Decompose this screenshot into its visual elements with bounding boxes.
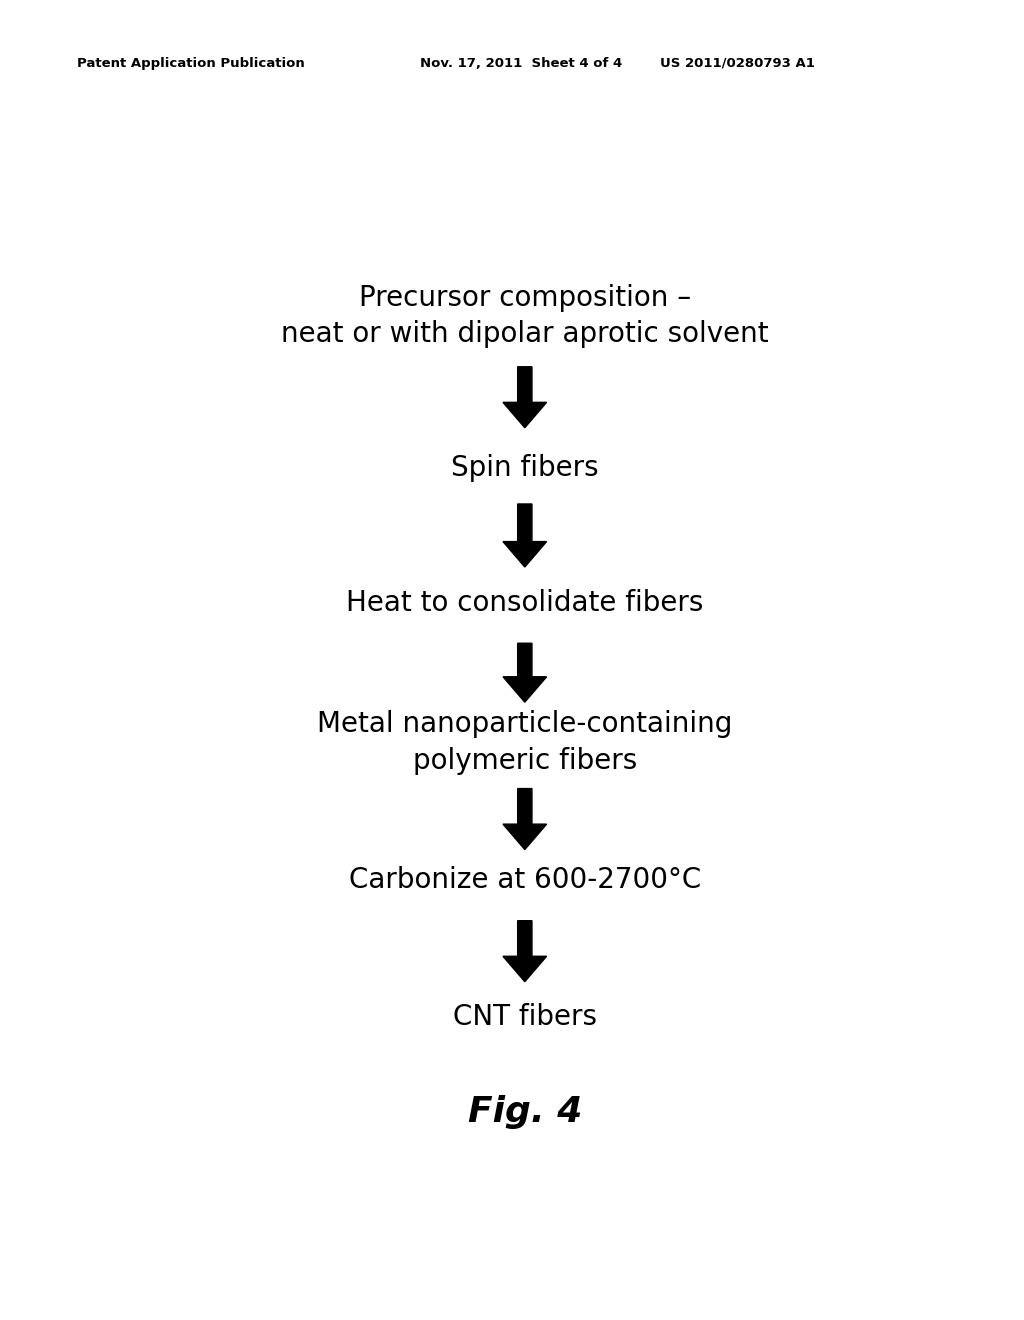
Text: Patent Application Publication: Patent Application Publication	[77, 57, 304, 70]
Text: Nov. 17, 2011  Sheet 4 of 4: Nov. 17, 2011 Sheet 4 of 4	[420, 57, 623, 70]
Text: US 2011/0280793 A1: US 2011/0280793 A1	[660, 57, 815, 70]
FancyArrow shape	[503, 367, 547, 428]
Text: Metal nanoparticle-containing
polymeric fibers: Metal nanoparticle-containing polymeric …	[317, 710, 732, 775]
FancyArrow shape	[503, 921, 547, 982]
FancyArrow shape	[503, 788, 547, 850]
Text: Carbonize at 600-2700°C: Carbonize at 600-2700°C	[349, 866, 700, 894]
Text: Precursor composition –
neat or with dipolar aprotic solvent: Precursor composition – neat or with dip…	[281, 284, 769, 348]
FancyArrow shape	[503, 504, 547, 568]
Text: CNT fibers: CNT fibers	[453, 1003, 597, 1031]
Text: Spin fibers: Spin fibers	[451, 454, 599, 482]
Text: Fig. 4: Fig. 4	[468, 1094, 582, 1129]
Text: Heat to consolidate fibers: Heat to consolidate fibers	[346, 589, 703, 616]
FancyArrow shape	[503, 643, 547, 702]
